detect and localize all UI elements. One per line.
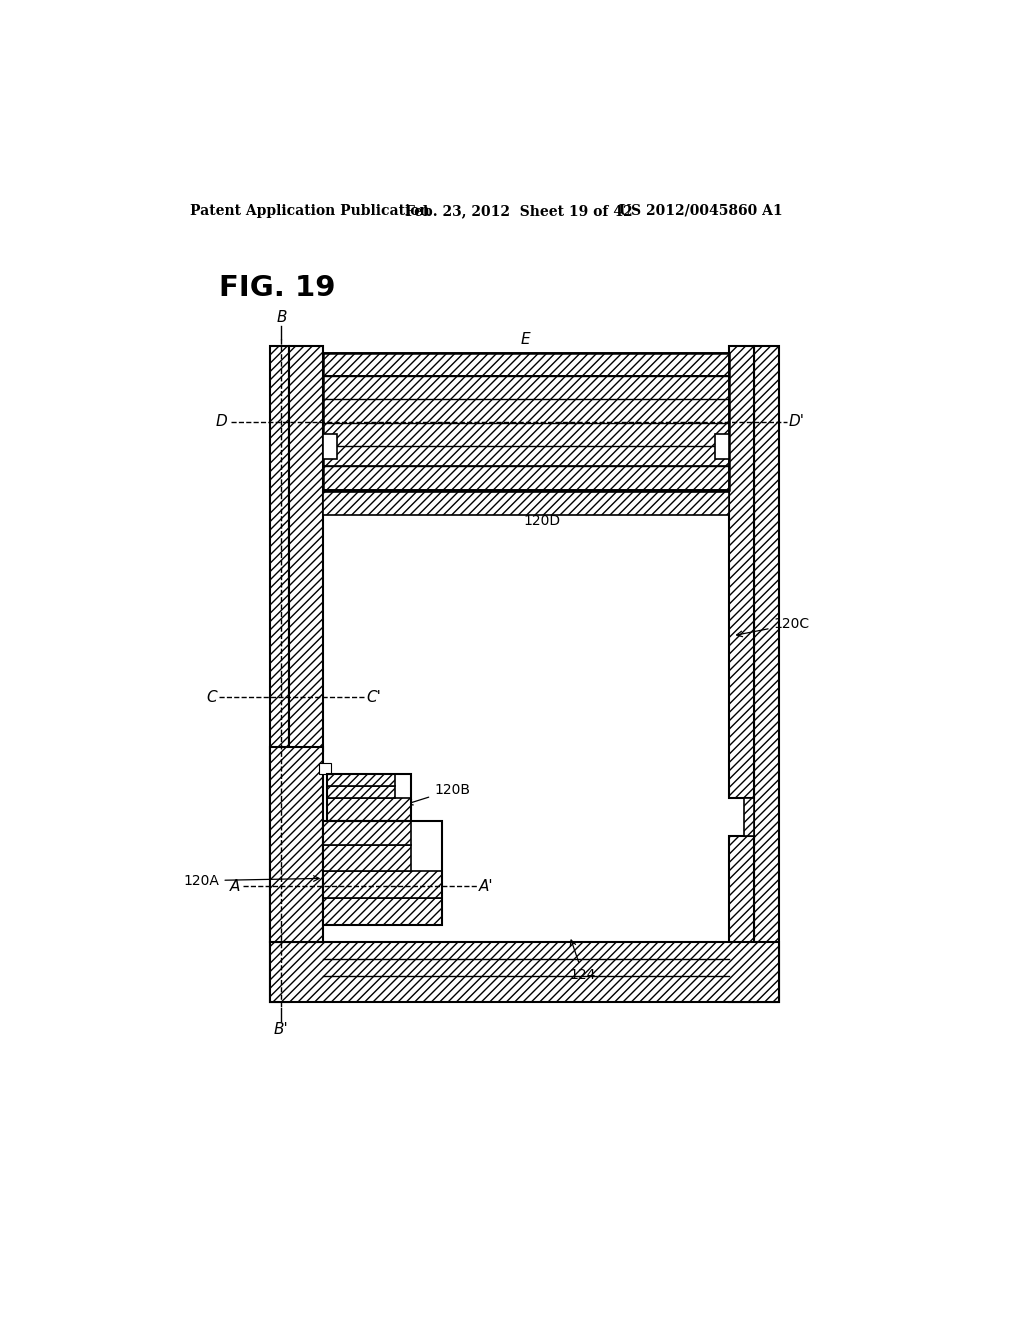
Text: E': E' — [468, 496, 482, 511]
Bar — [270, 346, 289, 1002]
Bar — [324, 466, 729, 490]
Bar — [328, 797, 411, 821]
Bar — [289, 346, 324, 751]
Bar — [328, 785, 395, 797]
Bar — [324, 492, 729, 515]
Bar — [324, 434, 337, 459]
Text: Feb. 23, 2012  Sheet 19 of 42: Feb. 23, 2012 Sheet 19 of 42 — [406, 203, 633, 218]
Text: B: B — [276, 310, 287, 325]
Text: 124: 124 — [569, 940, 596, 982]
Bar — [755, 346, 779, 1002]
Text: B': B' — [274, 1022, 289, 1038]
Text: 120A: 120A — [183, 874, 319, 887]
Text: 120B: 120B — [408, 783, 470, 805]
Text: A: A — [230, 879, 241, 894]
Bar — [324, 354, 729, 376]
Bar — [324, 845, 411, 871]
Bar — [324, 821, 411, 845]
Bar — [319, 763, 331, 775]
Bar — [324, 354, 729, 490]
Text: C': C' — [366, 690, 381, 705]
Text: C: C — [207, 690, 217, 705]
Bar — [270, 747, 324, 942]
Text: US 2012/0045860 A1: US 2012/0045860 A1 — [620, 203, 783, 218]
Bar — [744, 797, 755, 836]
Bar — [324, 871, 442, 898]
Text: A': A' — [479, 879, 494, 894]
Bar — [324, 376, 729, 492]
Text: 120D: 120D — [517, 479, 560, 528]
Text: FIG. 19: FIG. 19 — [219, 273, 336, 302]
Text: D': D' — [790, 414, 805, 429]
Bar — [729, 836, 755, 1002]
Bar — [729, 346, 755, 797]
Bar — [328, 775, 395, 785]
Text: 120C: 120C — [736, 618, 810, 636]
Bar — [324, 898, 442, 924]
Text: D: D — [215, 414, 227, 429]
Text: Patent Application Publication: Patent Application Publication — [190, 203, 430, 218]
Bar — [328, 775, 411, 821]
Bar — [324, 821, 442, 924]
Bar — [270, 942, 779, 1002]
Text: E: E — [521, 333, 530, 347]
Bar — [715, 434, 729, 459]
